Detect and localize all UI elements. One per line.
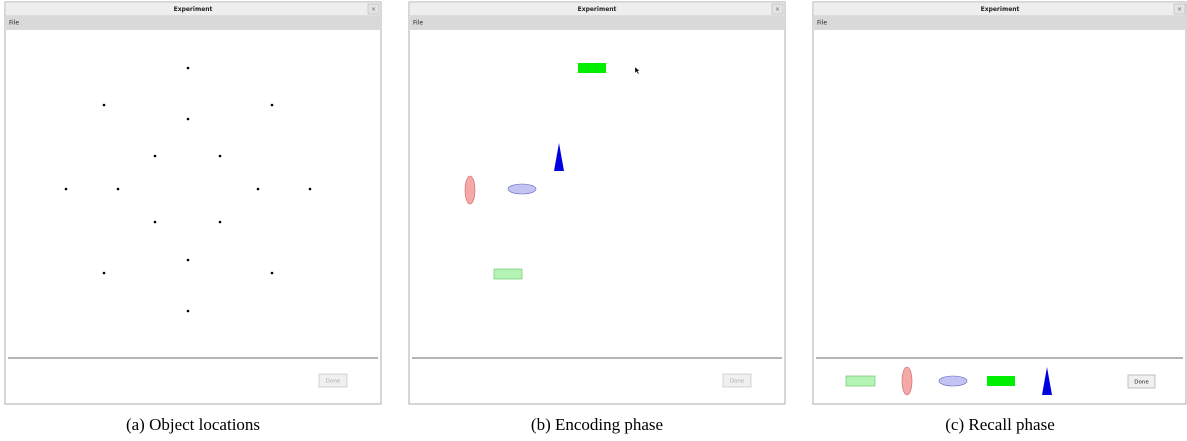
menu[interactable]: File (817, 20, 827, 27)
green-rect[interactable] (578, 63, 606, 73)
done-label: Done (1134, 380, 1149, 386)
location-dot (308, 187, 312, 191)
pink-ellipse[interactable] (464, 175, 476, 205)
menu[interactable]: File (9, 20, 19, 27)
location-dot (186, 309, 190, 313)
cursor (634, 66, 640, 75)
location-dot (270, 103, 274, 107)
done-label: Done (326, 379, 341, 385)
caption: (c) Recall phase (945, 415, 1055, 434)
done-button[interactable] (1127, 374, 1156, 389)
lavender-ellipse[interactable] (507, 183, 537, 195)
green-rect[interactable] (987, 376, 1015, 386)
done-button[interactable] (318, 373, 348, 388)
location-dot (64, 187, 68, 191)
window-title: Experiment (981, 6, 1020, 13)
close-button[interactable] (367, 3, 380, 15)
location-dot (270, 271, 274, 275)
done-label: Done (730, 379, 745, 385)
location-dot (186, 66, 190, 70)
window-title: Experiment (174, 6, 213, 13)
location-dot (186, 117, 190, 121)
location-dots (64, 66, 312, 313)
location-dot (256, 187, 260, 191)
svg-text:×: × (371, 6, 376, 13)
location-dot (102, 103, 106, 107)
svg-text:×: × (775, 6, 780, 13)
done-button[interactable] (722, 373, 752, 388)
blue-triangle[interactable] (1042, 367, 1052, 395)
light-green-rect[interactable] (845, 375, 876, 387)
close-button[interactable] (1173, 3, 1186, 15)
location-dot (116, 187, 120, 191)
light-green-rect[interactable] (493, 268, 523, 280)
caption: (b) Encoding phase (531, 415, 663, 434)
location-dot (102, 271, 106, 275)
menu[interactable]: File (413, 20, 423, 27)
location-dot (218, 220, 222, 224)
close-button[interactable] (771, 3, 784, 15)
location-dot (153, 220, 157, 224)
location-dot (218, 154, 222, 158)
location-dot (186, 258, 190, 262)
window: Experiment × File Done (4, 1, 382, 405)
blue-triangle[interactable] (554, 143, 564, 171)
svg-text:×: × (1177, 6, 1182, 13)
location-dot (153, 154, 157, 158)
window: Experiment × File Done (812, 1, 1187, 405)
caption: (a) Object locations (126, 415, 260, 434)
window: Experiment × File Done (408, 1, 786, 405)
window-title: Experiment (578, 6, 617, 13)
pink-ellipse[interactable] (901, 366, 913, 396)
lavender-ellipse[interactable] (938, 375, 968, 387)
